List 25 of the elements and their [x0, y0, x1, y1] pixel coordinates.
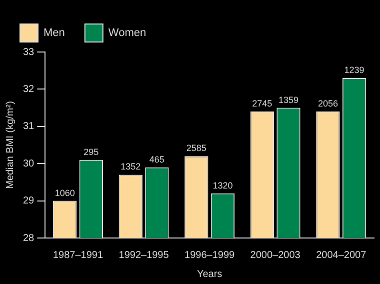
annotation: 1060 [54, 188, 75, 198]
annotation: 1320 [212, 180, 233, 190]
y-tick-label: 31 [23, 121, 35, 132]
y-tick-label: 29 [23, 196, 35, 207]
x-tick-label: 1987–1991 [52, 250, 104, 261]
legend-label: Men [44, 27, 65, 40]
annotation: 465 [149, 154, 164, 164]
annotation: 2585 [186, 143, 206, 154]
legend-label: Women [108, 27, 146, 40]
annotation: 1352 [120, 162, 141, 172]
annotation: 2745 [252, 98, 272, 109]
y-axis-title: Median BMI (kg/m²) [4, 101, 16, 189]
annotation: 2056 [318, 98, 338, 109]
y-tick-label: 30 [23, 158, 35, 170]
x-axis-title: Years [196, 268, 222, 280]
annotation: 1239 [344, 65, 364, 76]
annotation: 295 [84, 146, 99, 157]
x-tick-label: 1992–1995 [118, 250, 170, 261]
x-tick-label: 2000–2003 [250, 250, 301, 261]
y-tick-label: 33 [23, 46, 35, 58]
annotation: 1359 [278, 94, 299, 105]
y-tick-label: 28 [23, 232, 35, 244]
y-tick-label: 32 [23, 84, 35, 95]
x-tick-label: 2004–2007 [316, 250, 367, 261]
x-tick-label: 1996–1999 [184, 250, 236, 261]
